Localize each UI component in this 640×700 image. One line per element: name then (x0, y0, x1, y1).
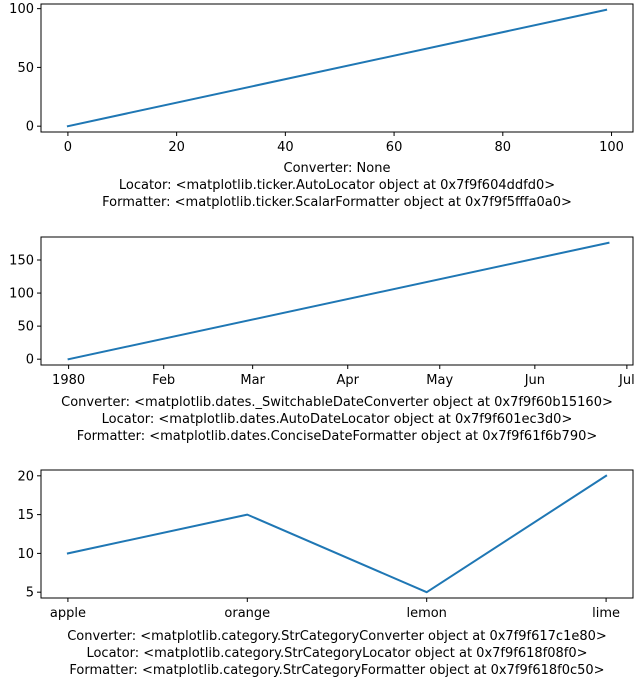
y-tick-label: 15 (17, 508, 34, 523)
y-tick-label: 50 (17, 61, 34, 76)
xlabel-line-1: Converter: <matplotlib.dates._Switchable… (61, 395, 613, 410)
xlabel-line-2: Locator: <matplotlib.ticker.AutoLocator … (119, 178, 555, 193)
subplot-3: apple orange lemon lime 5 10 15 20 Converter: <m… (17, 469, 634, 678)
xlabel-line-3: Formatter: <matplotlib.category.StrCateg… (69, 663, 604, 678)
x-tick-label: Mar (240, 373, 265, 388)
xlabel-line-1: Converter: None (284, 161, 391, 176)
y-tick-label: 50 (17, 320, 34, 335)
x-tick-label: 80 (495, 140, 512, 155)
axes-frame (40, 236, 634, 366)
series-line-1 (66, 474, 608, 594)
y-tick-label: 5 (26, 586, 34, 601)
x-tick-label: 40 (277, 140, 294, 155)
x-tick-label: 0 (64, 140, 72, 155)
y-tick-label: 10 (17, 547, 34, 562)
xlabel-line-3: Formatter: <matplotlib.ticker.ScalarForm… (102, 195, 572, 210)
x-tick-label: 60 (386, 140, 403, 155)
x-tick-label: 20 (168, 140, 185, 155)
y-tick-label: 150 (9, 254, 34, 269)
x-tick-label: Apr (336, 373, 359, 388)
xlabel-line-2: Locator: <matplotlib.category.StrCategor… (86, 646, 587, 661)
x-tick-label: Feb (152, 373, 175, 388)
y-tick-label: 100 (9, 287, 34, 302)
x-tick-label: 100 (599, 140, 624, 155)
x-tick-label: 1980 (52, 373, 85, 388)
y-tick-label: 20 (17, 469, 34, 484)
xlabel-line-3: Formatter: <matplotlib.dates.ConciseDate… (77, 429, 598, 444)
y-tick-label: 100 (9, 2, 34, 17)
x-tick-label: Jul (618, 373, 635, 388)
axes-frame (40, 469, 634, 599)
y-tick-label: 0 (26, 353, 34, 368)
series-line-1 (66, 8, 608, 128)
series-line-1 (67, 241, 610, 361)
x-tick-label: apple (50, 606, 86, 621)
x-tick-label: Jun (524, 373, 545, 388)
xlabel-line-2: Locator: <matplotlib.dates.AutoDateLocat… (102, 412, 573, 427)
y-tick-label: 0 (26, 120, 34, 135)
x-tick-label: May (426, 373, 453, 388)
x-tick-label: orange (224, 606, 270, 621)
axes-frame (40, 3, 634, 133)
xlabel-line-1: Converter: <matplotlib.category.StrCateg… (67, 629, 607, 644)
x-tick-label: lime (592, 606, 620, 621)
x-tick-label: lemon (406, 606, 446, 621)
subplot-2: 1980 Feb Mar Apr May Jun Jul 0 50 100 150 Converter… (9, 236, 635, 444)
subplot-1: 0 20 40 60 80 100 0 50 100 Converter: None Locator… (9, 2, 634, 210)
